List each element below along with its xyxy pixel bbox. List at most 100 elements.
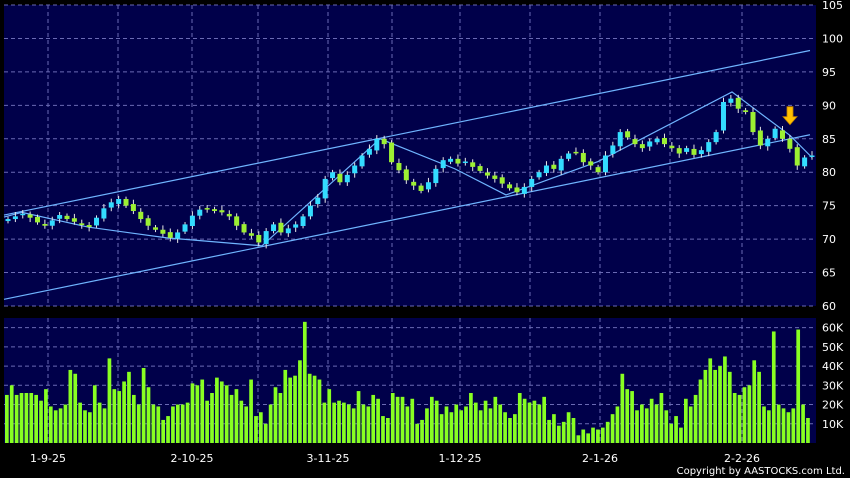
candlestick <box>418 183 424 194</box>
volume-bar <box>39 400 43 443</box>
candlestick <box>794 144 800 170</box>
candlestick <box>765 135 771 151</box>
candlestick <box>27 211 33 223</box>
volume-bar <box>195 385 200 443</box>
volume-bar <box>234 389 239 443</box>
candle-body <box>647 141 653 147</box>
volume-bar <box>249 379 253 443</box>
volume-bar <box>542 396 547 443</box>
down-arrow-icon <box>782 106 798 126</box>
candle-body <box>787 138 793 149</box>
volume-bar <box>288 377 293 443</box>
volume-bar <box>747 385 752 443</box>
volume-bar <box>693 394 698 443</box>
candle-body <box>691 148 697 155</box>
volume-bar <box>708 358 713 443</box>
volume-bar <box>293 375 297 443</box>
candlestick <box>602 151 608 176</box>
volume-bar <box>547 419 551 443</box>
candlestick <box>86 222 92 232</box>
zigzag-line <box>3 91 813 247</box>
volume-bar <box>444 406 449 443</box>
volume-bar <box>107 358 112 443</box>
candle-body <box>160 229 166 234</box>
volume-bar <box>718 366 722 443</box>
candle-body <box>654 138 660 143</box>
volume-bar <box>88 412 92 443</box>
candlestick <box>175 229 181 243</box>
volume-bar <box>625 389 630 443</box>
candlestick <box>12 212 18 223</box>
candle-body <box>676 148 682 154</box>
volume-bar <box>576 435 581 443</box>
volume-bar <box>141 368 146 443</box>
candle-body <box>153 227 159 230</box>
candle-body <box>470 162 476 167</box>
candle-body <box>418 185 424 191</box>
candlestick <box>57 212 63 224</box>
volume-tick-label: 60K <box>822 322 844 335</box>
volume-bar <box>386 418 390 443</box>
volume-bar <box>723 356 727 443</box>
candlestick <box>374 135 380 155</box>
candle-body <box>285 228 291 234</box>
candle-body <box>403 169 409 181</box>
candlestick <box>757 126 763 150</box>
candlestick <box>676 145 682 158</box>
volume-bar <box>136 404 141 443</box>
candlestick <box>138 208 144 223</box>
candle-body <box>684 148 690 152</box>
candlestick <box>779 126 785 142</box>
candlestick <box>5 216 11 224</box>
candle-body <box>698 150 704 155</box>
volume-bar <box>63 404 68 443</box>
signal-arrow <box>782 106 798 126</box>
volume-bar <box>146 387 151 443</box>
volume-bar <box>644 408 649 443</box>
volume-axis-labels: 10K 20K 30K 40K 50K 60K <box>822 322 844 431</box>
volume-bar <box>796 329 801 443</box>
volume-bar <box>620 373 625 443</box>
volume-bar <box>654 404 659 443</box>
price-tick-label: 95 <box>822 66 836 79</box>
candle-body <box>130 204 136 212</box>
volume-bar <box>469 393 473 443</box>
volume-bar <box>263 423 268 443</box>
candle-body <box>713 132 719 143</box>
volume-bar <box>332 402 336 443</box>
candle-body <box>293 224 299 228</box>
candle-body <box>492 175 498 179</box>
candlestick <box>750 107 756 136</box>
grid-lines <box>4 4 816 443</box>
candle-body <box>757 130 763 146</box>
candle-body <box>300 216 306 227</box>
volume-bar <box>488 408 493 443</box>
candlestick <box>566 151 572 162</box>
candlestick <box>167 228 173 242</box>
volume-bar <box>688 406 693 443</box>
candle-body <box>720 101 726 131</box>
candle-body <box>344 174 350 183</box>
candle-body <box>573 151 579 154</box>
candle-body <box>35 216 41 223</box>
candlestick <box>477 163 483 174</box>
volume-tick-label: 40K <box>822 360 844 373</box>
price-tick-label: 80 <box>822 166 836 179</box>
candlestick <box>647 138 653 151</box>
volume-bar <box>464 406 468 443</box>
volume-bar <box>298 360 302 443</box>
candlestick <box>352 162 358 178</box>
volume-bar <box>498 404 503 443</box>
candle-body <box>359 155 365 167</box>
volume-bar <box>166 416 170 443</box>
volume-bar <box>127 371 131 443</box>
candle-body <box>101 208 107 219</box>
candlestick <box>101 203 107 222</box>
candle-body <box>5 219 11 222</box>
volume-bar <box>478 410 483 443</box>
volume-bar <box>395 396 400 443</box>
candle-body <box>514 187 520 193</box>
volume-bar <box>102 408 107 443</box>
candlestick <box>425 177 431 193</box>
volume-bar <box>239 400 244 443</box>
